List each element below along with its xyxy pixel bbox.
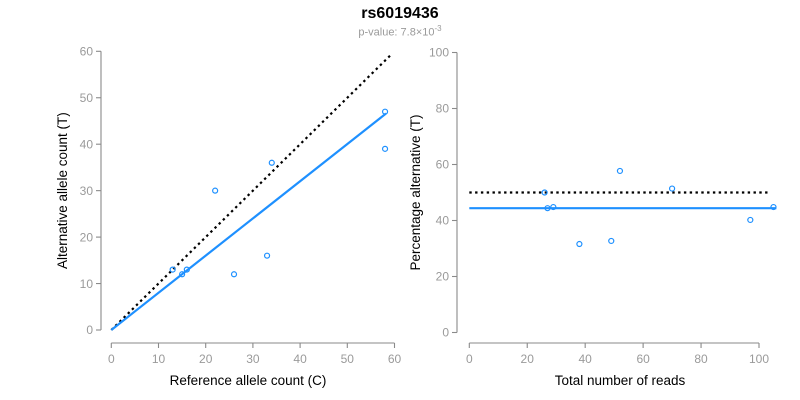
identity-line — [110, 52, 393, 331]
x-axis-tick-label: 40 — [293, 352, 307, 366]
x-axis-tick-label: 60 — [388, 352, 402, 366]
data-point — [747, 216, 754, 224]
allele-counts-panel: 0 10 20 30 40 50 60 0 10 20 30 40 50 60 Reference alle… — [55, 45, 401, 389]
data-point — [616, 167, 624, 175]
data-point — [770, 203, 777, 211]
x-axis-tick-label: 20 — [199, 352, 213, 366]
y-axis-tick-label: 20 — [436, 270, 450, 284]
x-axis-tick-label: 30 — [246, 352, 260, 366]
data-point — [381, 108, 389, 115]
y-axis-title: Percentage alternative (T) — [408, 114, 423, 270]
y-axis-tick-label: 40 — [436, 214, 450, 228]
data-point — [179, 271, 186, 278]
data-point — [544, 205, 551, 212]
y-axis-tick-label: 60 — [436, 158, 450, 172]
data-point — [268, 159, 275, 166]
data-point — [230, 271, 238, 278]
data-point — [576, 240, 583, 248]
x-axis-title: Reference allele count (C) — [170, 373, 327, 388]
data-point — [263, 252, 271, 259]
x-axis-title: Total number of reads — [555, 373, 686, 388]
data-point — [550, 203, 557, 211]
y-axis-tick-label: 80 — [436, 102, 450, 116]
data-point — [183, 266, 190, 273]
x-axis-tick-label: 10 — [152, 352, 166, 366]
x-axis-tick-label: 40 — [579, 352, 593, 366]
y-axis-tick-label: 50 — [80, 91, 94, 105]
percentage-panel: 0 20 40 60 80 100 0 20 40 60 80 100 Total number of … — [408, 46, 777, 388]
y-axis-tick-label: 30 — [80, 184, 94, 198]
y-axis-title: Alternative allele count (T) — [55, 112, 70, 269]
data-point — [169, 266, 176, 273]
y-axis-tick-label: 20 — [80, 230, 94, 244]
x-axis-tick-label: 20 — [521, 352, 535, 366]
plot-title: rs6019436 — [361, 5, 439, 22]
x-axis-tick-label: 80 — [694, 352, 708, 366]
data-point — [541, 189, 548, 196]
data-point — [381, 145, 389, 152]
y-axis-tick-label: 100 — [429, 46, 449, 60]
y-axis-tick-label: 40 — [80, 137, 94, 151]
plot-subtitle: p-value: 7.8×10-3 — [0, 24, 800, 39]
fit-line — [110, 112, 387, 331]
x-axis-tick-label: 0 — [108, 352, 115, 366]
y-axis-tick-label: 0 — [442, 326, 449, 340]
p-value-exponent: -3 — [434, 24, 442, 33]
x-axis-tick-label: 60 — [636, 352, 650, 366]
data-point — [608, 237, 615, 245]
p-value-text: p-value: 7.8×10 — [358, 26, 435, 39]
y-axis-tick-label: 10 — [80, 277, 94, 291]
data-point — [668, 185, 676, 192]
x-axis-tick-label: 100 — [749, 352, 769, 366]
y-axis-tick-label: 60 — [80, 45, 94, 59]
x-axis-tick-label: 50 — [341, 352, 355, 366]
data-point — [212, 187, 219, 194]
x-axis-tick-label: 0 — [466, 352, 473, 366]
y-axis-tick-label: 0 — [86, 323, 93, 337]
